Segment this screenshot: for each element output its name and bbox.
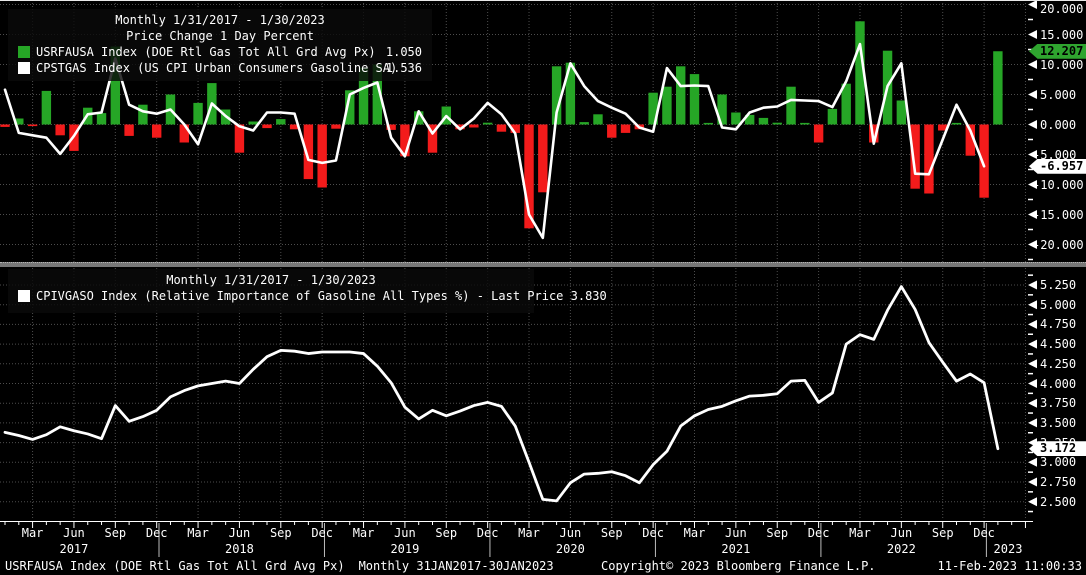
year-label: 2017	[59, 542, 89, 556]
month-label: Sep	[435, 526, 458, 540]
footer-copyright: Copyright© 2023 Bloomberg Finance L.P.	[601, 559, 876, 573]
year-label: 2023	[993, 542, 1023, 556]
y-tick-label: 5.250	[1040, 278, 1077, 292]
y-tick-label: 2.750	[1040, 475, 1077, 489]
year-label: 2021	[721, 542, 751, 556]
y-tick-label: 3.000	[1040, 455, 1077, 470]
panel-splitter[interactable]	[0, 262, 1086, 267]
y-tick-label: 4.000	[1040, 376, 1077, 391]
month-label: Mar	[21, 526, 44, 540]
footer-date-range: Monthly 31JAN2017-30JAN2023	[358, 559, 554, 573]
y-tick-label: 3.750	[1040, 396, 1077, 411]
month-label: Jun	[725, 526, 747, 540]
month-label: Dec	[807, 526, 830, 540]
y-tick-label: 5.000	[1040, 87, 1077, 102]
legend-item-cpstgas[interactable]: CPSTGAS Index (US CPI Urban Consumers Ga…	[8, 60, 432, 76]
month-label: Jun	[890, 526, 913, 540]
bottom-legend: Monthly 1/31/2017 - 1/30/2023 CPIVGASO I…	[8, 269, 607, 313]
month-label: Jun	[228, 526, 251, 540]
status-bar: USRFAUSA Index (DOE Rtl Gas Tot All Grd …	[0, 558, 1086, 575]
legend-label: CPSTGAS Index (US CPI Urban Consumers Ga…	[36, 61, 398, 75]
year-label: 2019	[390, 542, 420, 556]
month-label: Jun	[63, 526, 85, 540]
y-tick-label: 2.500	[1040, 494, 1077, 509]
y-tick-label: 4.500	[1040, 337, 1077, 352]
footer-index-label: USRFAUSA Index (DOE Rtl Gas Tot All Grd …	[5, 559, 345, 573]
month-label: Dec	[973, 526, 995, 540]
month-label: Sep	[766, 526, 789, 540]
y-tick-label: 15.000	[1040, 27, 1084, 42]
month-label: Mar	[352, 526, 375, 540]
month-label: Mar	[849, 526, 871, 540]
usrfausa-swatch-icon	[18, 46, 30, 58]
y-tick-label: -15.000	[1033, 207, 1084, 222]
month-label: Mar	[187, 526, 209, 540]
legend-item-cpivgaso[interactable]: CPIVGASO Index (Relative Importance of G…	[8, 288, 607, 304]
month-label: Sep	[104, 526, 127, 540]
y-tick-label: 4.750	[1040, 317, 1077, 332]
legend-label: CPIVGASO Index (Relative Importance of G…	[36, 289, 607, 303]
y-tick-label: 0.000	[1040, 117, 1077, 132]
legend-label: USRFAUSA Index (DOE Rtl Gas Tot All Grd …	[36, 45, 376, 59]
legend-value: 1.050	[385, 45, 422, 59]
y-tick-label: -10.000	[1033, 177, 1084, 192]
last-value-badge-usrfausa: 12.207	[1029, 43, 1086, 59]
y-tick-label: -20.000	[1033, 237, 1084, 252]
month-label: Dec	[476, 526, 499, 540]
month-label: Sep	[269, 526, 292, 540]
year-label: 2018	[224, 542, 254, 556]
month-label: Dec	[311, 526, 333, 540]
footer-timestamp: 11-Feb-2023 11:00:33	[937, 559, 1083, 573]
cpivgaso-swatch-icon	[18, 290, 30, 302]
month-label: Mar	[518, 526, 540, 540]
y-tick-label: 10.000	[1040, 57, 1084, 72]
last-value-badge-cpstgas: -6.957	[1029, 158, 1086, 174]
bottom-chart-title: Monthly 1/31/2017 - 1/30/2023	[166, 273, 376, 287]
y-tick-label: 3.500	[1040, 415, 1077, 430]
last-value-badge-cpivgaso: 3.172	[1029, 441, 1086, 457]
y-tick-label: 20.000	[1040, 2, 1084, 16]
month-label: Jun	[394, 526, 416, 540]
y-tick-label: -5.000	[1033, 147, 1077, 162]
top-legend: Monthly 1/31/2017 - 1/30/2023 Price Chan…	[8, 9, 432, 81]
month-label: Dec	[642, 526, 664, 540]
month-label: Sep	[600, 526, 623, 540]
month-label: Jun	[559, 526, 582, 540]
month-label: Sep	[931, 526, 954, 540]
month-label: Dec	[145, 526, 168, 540]
cpstgas-swatch-icon	[18, 62, 30, 74]
legend-value: 1.536	[385, 61, 422, 75]
top-chart-subtitle: Price Change 1 Day Percent	[126, 29, 314, 43]
month-label: Mar	[683, 526, 706, 540]
y-tick-label: 5.000	[1040, 297, 1077, 312]
year-label: 2022	[886, 542, 916, 556]
year-label: 2020	[555, 542, 585, 556]
top-chart-title: Monthly 1/31/2017 - 1/30/2023	[115, 13, 325, 27]
y-tick-label: 4.250	[1040, 356, 1077, 371]
legend-item-usrfausa[interactable]: USRFAUSA Index (DOE Rtl Gas Tot All Grd …	[8, 44, 432, 60]
